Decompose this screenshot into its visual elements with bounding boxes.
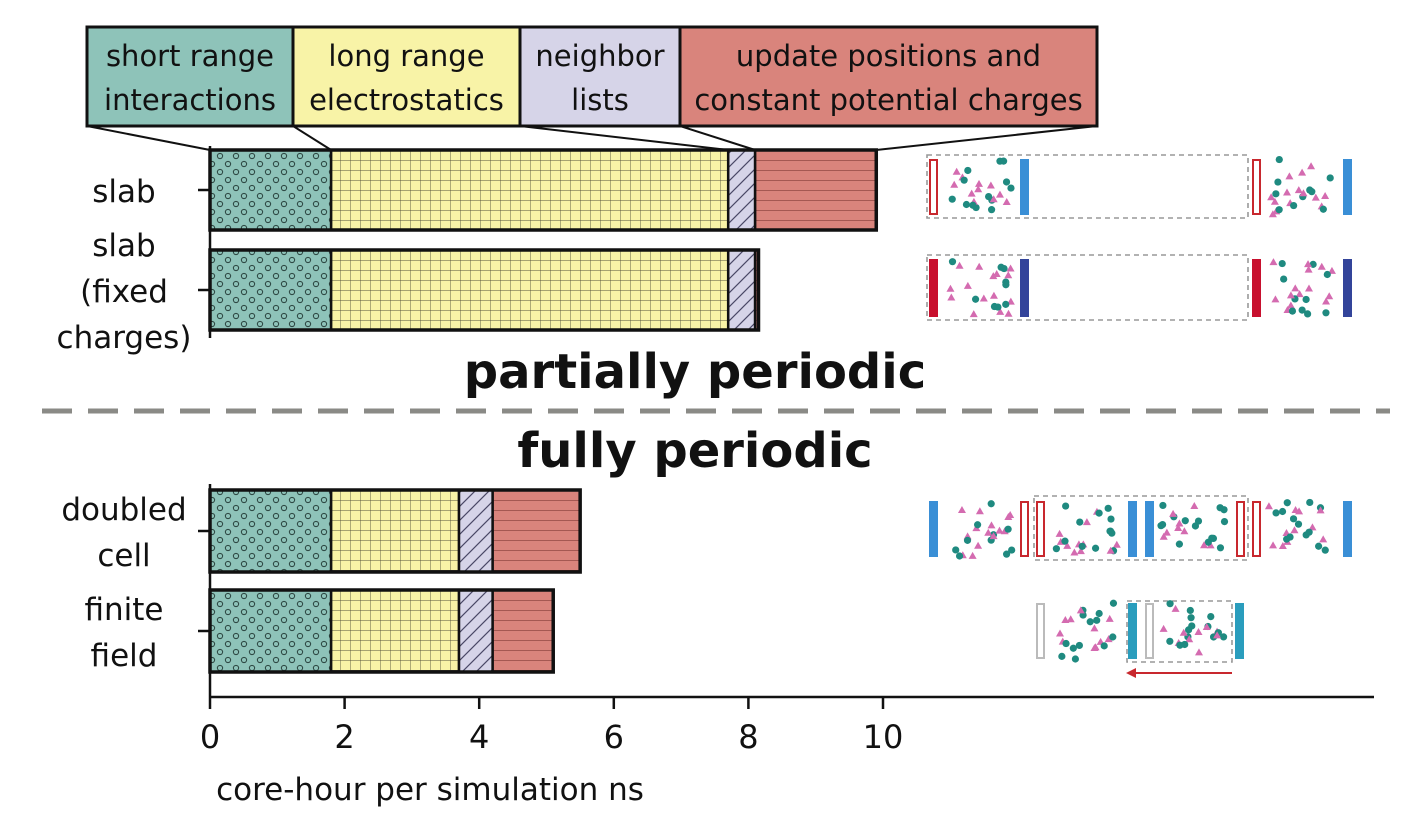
- legend-connector-3: [679, 125, 756, 151]
- legend-label-update-line-1: constant potential charges: [694, 83, 1082, 117]
- bar-long-row-3: [329, 588, 461, 674]
- bar-update-row-3: [491, 588, 555, 674]
- bar-neighbor-row-1: [726, 248, 757, 332]
- bar-neighbor-row-3: [457, 588, 494, 674]
- bar-short-row-1: [208, 248, 333, 332]
- x-tick-label-4: 8: [738, 718, 758, 756]
- group-title-fully-periodic: fully periodic: [517, 423, 872, 479]
- legend-connector-2: [519, 125, 729, 151]
- bar-short-row-3: [208, 588, 333, 674]
- legend-connector-0: [86, 125, 211, 151]
- legend-label-update-line-0: update positions and: [736, 39, 1041, 73]
- legend: short range interactions long range electro…: [85, 25, 1099, 151]
- category-label-row-3-line-1: field: [91, 638, 158, 674]
- axes: 0 2 4 6 8 10: [200, 146, 1374, 756]
- legend-label-short-line-1: interactions: [104, 83, 276, 117]
- category-label-row-2-line-1: cell: [97, 538, 150, 574]
- x-axis-label: core-hour per simulation ns: [216, 772, 644, 808]
- category-label-row-2-line-0: doubled: [61, 492, 186, 528]
- legend-box-update: [678, 25, 1099, 128]
- category-label-row-3-line-0: finite: [84, 592, 163, 628]
- category-labels: slab slab (fixed charges) doubled cell finite f…: [57, 174, 210, 674]
- legend-box-long: [291, 25, 522, 128]
- bar-neighbor-row-2: [457, 488, 494, 574]
- category-label-row-1-line-2: charges): [57, 320, 192, 356]
- legend-label-neighbor-line-1: lists: [571, 83, 629, 117]
- bar-short-row-0: [208, 148, 333, 232]
- bar-update-row-0: [753, 148, 878, 232]
- legend-connector-4: [876, 125, 1098, 151]
- bar-long-row-2: [329, 488, 461, 574]
- legend-box-short: [85, 25, 295, 128]
- x-tick-label-2: 4: [469, 718, 489, 756]
- bar-short-row-2: [208, 488, 333, 574]
- legend-connector-1: [292, 125, 332, 151]
- bar-neighbor-row-0: [726, 148, 757, 232]
- legend-label-long-line-1: electrostatics: [309, 83, 504, 117]
- bars: [208, 148, 879, 674]
- bar-update-row-2: [491, 488, 582, 574]
- category-label-row-0-line-0: slab: [92, 174, 155, 210]
- category-label-row-1-line-1: (fixed: [80, 274, 168, 310]
- category-label-row-1-line-0: slab: [92, 228, 155, 264]
- x-tick-label-0: 0: [200, 718, 220, 756]
- bar-long-row-0: [329, 148, 730, 232]
- x-tick-label-5: 10: [863, 718, 904, 756]
- legend-label-long-line-0: long range: [328, 39, 484, 73]
- x-tick-label-3: 6: [604, 718, 624, 756]
- legend-label-short-line-0: short range: [106, 39, 274, 73]
- legend-label-neighbor-line-0: neighbor: [535, 39, 664, 73]
- bar-long-row-1: [329, 248, 730, 332]
- group-title-partially-periodic: partially periodic: [464, 344, 926, 400]
- cell-schematics: [926, 154, 1352, 678]
- legend-box-neighbor: [518, 25, 682, 128]
- x-tick-label-1: 2: [334, 718, 354, 756]
